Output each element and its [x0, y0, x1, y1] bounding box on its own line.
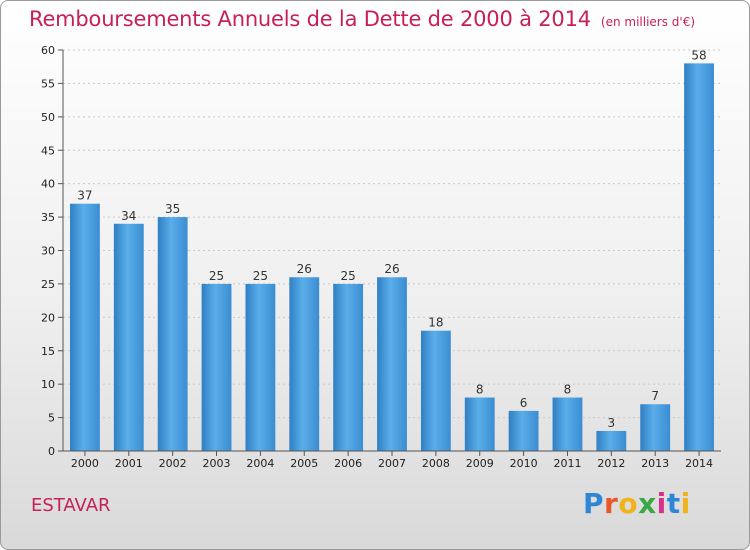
x-tick-label: 2006 [334, 457, 362, 470]
axis-layer: 0 5 10 15 20 25 30 35 40 45 50 55 60 2000 2001 2002 2003… [41, 44, 721, 470]
bar-value-label: 3 [608, 416, 616, 430]
y-tick-label: 45 [41, 144, 55, 157]
bar-2013 [640, 404, 671, 451]
bar-2002 [157, 217, 188, 451]
bar-2012 [596, 430, 627, 451]
y-tick-label: 40 [41, 178, 55, 191]
x-tick-label: 2012 [597, 457, 625, 470]
logo-letter: r [604, 487, 619, 520]
bar-value-label: 26 [384, 262, 399, 276]
logo-letter: i [656, 487, 667, 520]
y-tick-label: 35 [41, 211, 55, 224]
bar-2003 [201, 283, 232, 451]
bar-value-label: 25 [253, 269, 268, 283]
bar-2007 [377, 277, 407, 451]
bar-2001 [113, 223, 144, 451]
bar-value-label: 18 [428, 316, 443, 330]
bar-2005 [289, 277, 320, 451]
x-tick-label: 2009 [466, 457, 494, 470]
logo-letter: x [638, 487, 657, 520]
bar-value-label: 34 [121, 209, 136, 223]
bar-value-label: 8 [564, 383, 572, 397]
bar-2000 [70, 203, 100, 451]
y-tick-label: 20 [41, 311, 55, 324]
x-tick-label: 2001 [115, 457, 143, 470]
x-tick-label: 2013 [641, 457, 669, 470]
y-tick-label: 30 [41, 245, 55, 258]
bar-2006 [333, 283, 364, 451]
chart-title: Remboursements Annuels de la Dette de 20… [29, 7, 695, 31]
x-tick-label: 2014 [685, 457, 713, 470]
bar-value-label: 26 [297, 262, 312, 276]
x-tick-label: 2008 [422, 457, 450, 470]
y-tick-label: 50 [41, 111, 55, 124]
bar-2011 [552, 397, 583, 451]
bar-value-label: 7 [651, 389, 659, 403]
bar-value-label: 58 [691, 48, 706, 62]
commune-name: ESTAVAR [31, 495, 111, 516]
y-tick-label: 55 [41, 77, 55, 90]
y-tick-label: 5 [48, 412, 55, 425]
bar-2008 [420, 330, 451, 451]
bar-value-label: 25 [340, 269, 355, 283]
x-tick-label: 2002 [159, 457, 187, 470]
bar-value-label: 25 [209, 269, 224, 283]
chart-title-text: Remboursements Annuels de la Dette de 20… [29, 7, 591, 31]
logo-letter: o [618, 487, 639, 520]
x-tick-label: 2010 [510, 457, 538, 470]
x-tick-label: 2011 [553, 457, 581, 470]
chart-subtitle: (en milliers d'€) [600, 15, 696, 29]
bar-2014 [684, 63, 714, 451]
y-tick-label: 60 [41, 44, 55, 57]
bar-value-label: 8 [476, 383, 484, 397]
x-tick-label: 2003 [203, 457, 231, 470]
bar-2004 [245, 283, 276, 451]
y-tick-label: 15 [41, 345, 55, 358]
bar-2009 [464, 397, 495, 451]
proxiti-logo: Proxiti [583, 487, 691, 520]
bar-value-label: 37 [77, 189, 92, 203]
bar-layer [70, 63, 714, 451]
y-tick-label: 10 [41, 378, 55, 391]
x-tick-label: 2004 [246, 457, 274, 470]
bar-value-label: 35 [165, 202, 180, 216]
y-tick-label: 0 [48, 445, 55, 458]
x-tick-label: 2000 [71, 457, 99, 470]
logo-letter: t [666, 487, 681, 520]
bar-2010 [508, 410, 539, 451]
y-tick-label: 25 [41, 278, 55, 291]
bar-value-label: 6 [520, 396, 528, 410]
x-tick-label: 2005 [290, 457, 318, 470]
logo-letter: i [680, 487, 691, 520]
logo-letter: P [583, 487, 605, 520]
x-tick-label: 2007 [378, 457, 406, 470]
